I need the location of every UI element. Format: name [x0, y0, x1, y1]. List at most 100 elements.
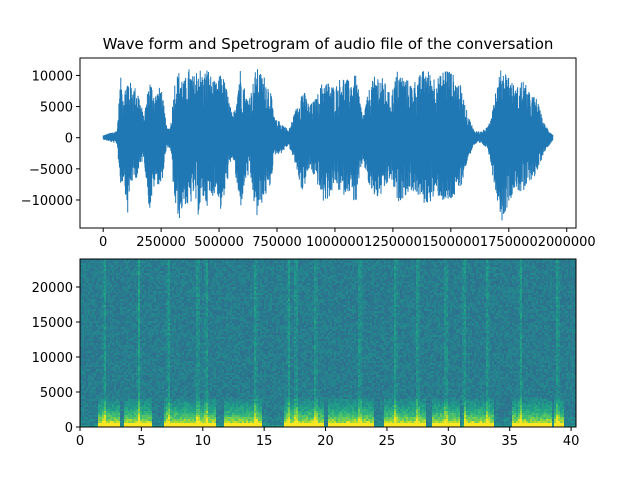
spectrogram-cell — [180, 349, 183, 352]
spectrogram-cell — [114, 289, 117, 292]
spectrogram-cell — [146, 425, 149, 427]
spectrogram-cell — [142, 291, 145, 294]
spectrogram-cell — [150, 277, 153, 280]
spectrogram-cell — [192, 285, 195, 288]
spectrogram-cell — [194, 403, 197, 406]
spectrogram-cell — [162, 379, 165, 382]
spectrogram-cell — [174, 261, 177, 264]
spectrogram-cell — [190, 331, 193, 334]
spectrogram-cell — [158, 395, 161, 398]
spectrogram-cell — [94, 269, 97, 272]
spectrogram-cell — [106, 319, 109, 322]
spectrogram-cell — [86, 305, 89, 308]
spectrogram-cell — [120, 381, 123, 384]
spectrogram-cell — [182, 337, 185, 340]
spectrogram-cell — [100, 267, 103, 270]
spectrogram-cell — [170, 357, 173, 360]
spectrogram-cell — [124, 409, 127, 412]
spectrogram-cell — [100, 287, 103, 290]
spectrogram-cell — [80, 315, 83, 318]
spectrogram-cell — [102, 395, 105, 398]
spectrogram-cell — [192, 417, 195, 420]
spectrogram-cell — [114, 285, 117, 288]
spectrogram-cell — [116, 355, 119, 358]
spectrogram-cell — [134, 371, 137, 374]
spectrogram-cell — [140, 293, 143, 296]
spectrogram-cell — [172, 401, 175, 404]
spectrogram-cell — [160, 333, 163, 336]
spectrogram-cell — [124, 303, 127, 306]
spectrogram-cell — [100, 363, 103, 366]
spectrogram-cell — [98, 393, 101, 396]
spectrogram-cell — [102, 387, 105, 390]
spectrogram-cell — [130, 341, 133, 344]
spectrogram-cell — [128, 299, 131, 302]
spectrogram-cell — [148, 277, 151, 280]
spectrogram-cell — [118, 381, 121, 384]
spectrogram-cell — [98, 293, 101, 296]
spectrogram-cell — [114, 369, 117, 372]
spectrogram-cell — [146, 313, 149, 316]
spectrogram-cell — [150, 403, 153, 406]
spectrogram-cell — [112, 411, 115, 414]
spectrogram-cell — [114, 301, 117, 304]
spectrogram-cell — [174, 307, 177, 310]
spectrogram-cell — [174, 405, 177, 408]
spectrogram-cell — [194, 397, 197, 400]
spectrogram-cell — [186, 259, 189, 262]
spectrogram-cell — [196, 273, 199, 276]
spectrogram-cell — [100, 397, 103, 400]
spectrogram-cell — [156, 353, 159, 356]
spectrogram-cell — [142, 341, 145, 344]
spectrogram-cell — [156, 415, 159, 418]
spectrogram-cell — [112, 395, 115, 398]
spectrogram-cell — [198, 269, 201, 272]
spectrogram-cell — [180, 277, 183, 280]
spectrogram-cell — [164, 263, 167, 266]
spectrogram-cell — [150, 359, 153, 362]
spectrogram-cell — [118, 367, 121, 370]
spectrogram-cell — [122, 399, 125, 402]
spectrogram-cell — [126, 303, 129, 306]
spectrogram-cell — [146, 393, 149, 396]
spectrogram-cell — [108, 391, 111, 394]
spectrogram-cell — [182, 385, 185, 388]
spectrogram-cell — [174, 331, 177, 334]
spectrogram-cell — [106, 413, 109, 416]
spectrogram-cell — [186, 281, 189, 284]
spectrogram-cell — [170, 315, 173, 318]
spectrogram-cell — [116, 333, 119, 336]
spectrogram-cell — [110, 341, 113, 344]
spectrogram-cell — [192, 387, 195, 390]
spectrogram-cell — [80, 281, 83, 284]
spectrogram-cell — [104, 405, 107, 408]
spectrogram-cell — [156, 401, 159, 404]
spectrogram-cell — [82, 313, 85, 316]
spectrogram-cell — [154, 361, 157, 364]
spectrogram-cell — [152, 353, 155, 356]
spectrogram-cell — [166, 315, 169, 318]
spectrogram-cell — [112, 351, 115, 354]
spectrogram-cell — [164, 393, 167, 396]
spectrogram-cell — [158, 299, 161, 302]
spectrogram-cell — [164, 261, 167, 264]
spectrogram-cell — [106, 343, 109, 346]
spectrogram-cell — [124, 329, 127, 332]
spectrogram-cell — [142, 329, 145, 332]
spectrogram-cell — [162, 353, 165, 356]
spectrogram-cell — [94, 287, 97, 290]
spectrogram-cell — [114, 365, 117, 368]
spectrogram-cell — [84, 345, 87, 348]
spectrogram-cell — [178, 313, 181, 316]
spectrogram-cell — [138, 325, 141, 328]
spectrogram-cell — [120, 311, 123, 314]
spectrogram-cell — [156, 419, 159, 422]
spectrogram-cell — [114, 359, 117, 362]
spectrogram-cell — [154, 383, 157, 386]
spectrogram-cell — [154, 311, 157, 314]
spectrogram-cell — [138, 281, 141, 284]
spectrogram-cell — [126, 269, 129, 272]
spectrogram-cell — [148, 319, 151, 322]
spectrogram-cell — [122, 327, 125, 330]
spectrogram-cell — [90, 379, 93, 382]
